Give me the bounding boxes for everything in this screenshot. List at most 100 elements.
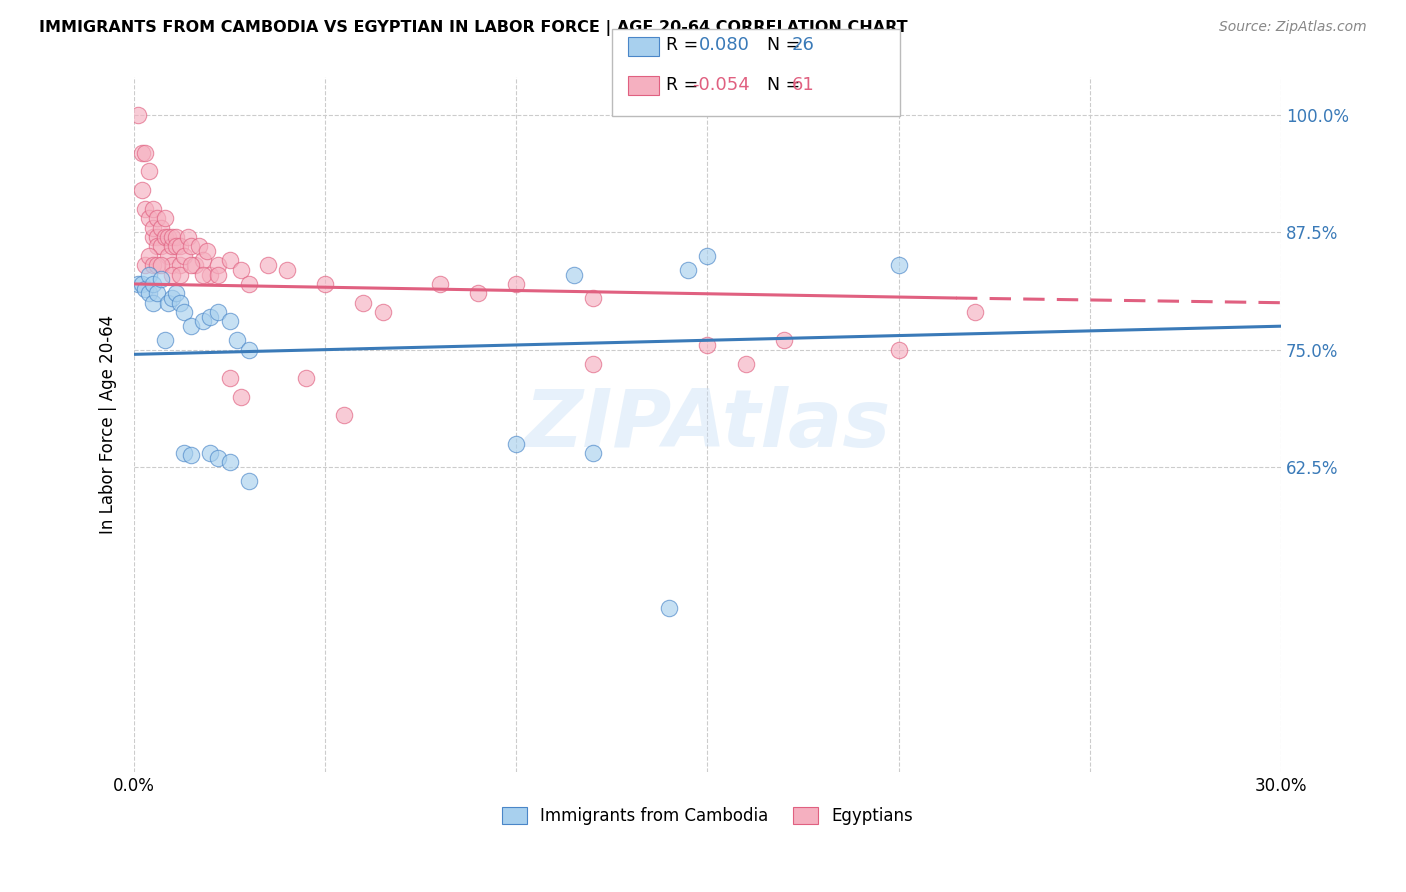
Point [142,258,165,272]
Text: R =: R = [666,76,704,94]
Point [276,263,298,277]
Point [238,343,260,357]
Point [169,239,191,253]
Point [562,268,585,282]
Point [146,286,169,301]
Point [191,268,214,282]
Text: N =: N = [756,37,806,54]
Point [169,295,191,310]
Point [295,371,318,385]
Point [218,455,240,469]
Text: IMMIGRANTS FROM CAMBODIA VS EGYPTIAN IN LABOR FORCE | AGE 20-64 CORRELATION CHAR: IMMIGRANTS FROM CAMBODIA VS EGYPTIAN IN … [39,20,908,36]
Point [162,291,184,305]
Point [200,268,222,282]
Point [127,108,149,122]
Point [218,371,240,385]
Point [157,249,180,263]
Y-axis label: In Labor Force | Age 20-64: In Labor Force | Age 20-64 [100,315,117,534]
Point [256,258,278,272]
Point [229,263,252,277]
Point [138,211,160,226]
Point [180,448,202,462]
Point [195,244,218,258]
Point [162,258,184,272]
Point [184,258,207,272]
Point [333,409,356,423]
Point [200,446,222,460]
Point [218,314,240,328]
Point [138,286,160,301]
Text: -0.054: -0.054 [692,76,749,94]
Point [678,263,700,277]
Point [505,277,527,291]
Point [238,277,260,291]
Point [142,295,165,310]
Legend: Immigrants from Cambodia, Egyptians: Immigrants from Cambodia, Egyptians [494,798,922,833]
Point [162,230,184,244]
Point [505,436,527,450]
Text: ZIPAtlas: ZIPAtlas [524,385,890,464]
Point [965,305,987,319]
Point [582,446,605,460]
Point [149,258,172,272]
Point [238,474,260,488]
Point [229,390,252,404]
Point [142,230,165,244]
Point [131,183,153,197]
Point [188,239,211,253]
Point [191,253,214,268]
Text: N =: N = [756,76,806,94]
Point [146,230,169,244]
Point [207,268,229,282]
Point [226,333,249,347]
Point [165,286,187,301]
Point [142,220,165,235]
Point [138,249,160,263]
Point [149,239,172,253]
Point [176,230,198,244]
Point [134,145,156,160]
Point [134,258,156,272]
Text: Source: ZipAtlas.com: Source: ZipAtlas.com [1219,20,1367,34]
Point [173,446,195,460]
Point [157,230,180,244]
Point [734,357,756,371]
Point [429,277,451,291]
Point [153,333,176,347]
Point [173,249,195,263]
Point [696,338,718,352]
Point [149,272,172,286]
Point [467,286,489,301]
Point [157,295,180,310]
Point [153,230,176,244]
Point [887,343,910,357]
Text: 26: 26 [792,37,814,54]
Point [138,268,160,282]
Text: 0.080: 0.080 [699,37,749,54]
Point [138,164,160,178]
Point [371,305,394,319]
Point [352,295,374,310]
Text: 61: 61 [792,76,814,94]
Point [191,314,214,328]
Point [207,258,229,272]
Point [131,145,153,160]
Point [582,357,605,371]
Point [169,258,191,272]
Point [658,600,681,615]
Point [180,239,202,253]
Point [696,249,718,263]
Point [207,450,229,465]
Point [146,211,169,226]
Point [127,277,149,291]
Point [149,220,172,235]
Point [153,211,176,226]
Point [142,202,165,216]
Point [200,310,222,324]
Point [180,258,202,272]
Point [887,258,910,272]
Point [173,305,195,319]
Point [207,305,229,319]
Text: R =: R = [666,37,710,54]
Point [146,258,169,272]
